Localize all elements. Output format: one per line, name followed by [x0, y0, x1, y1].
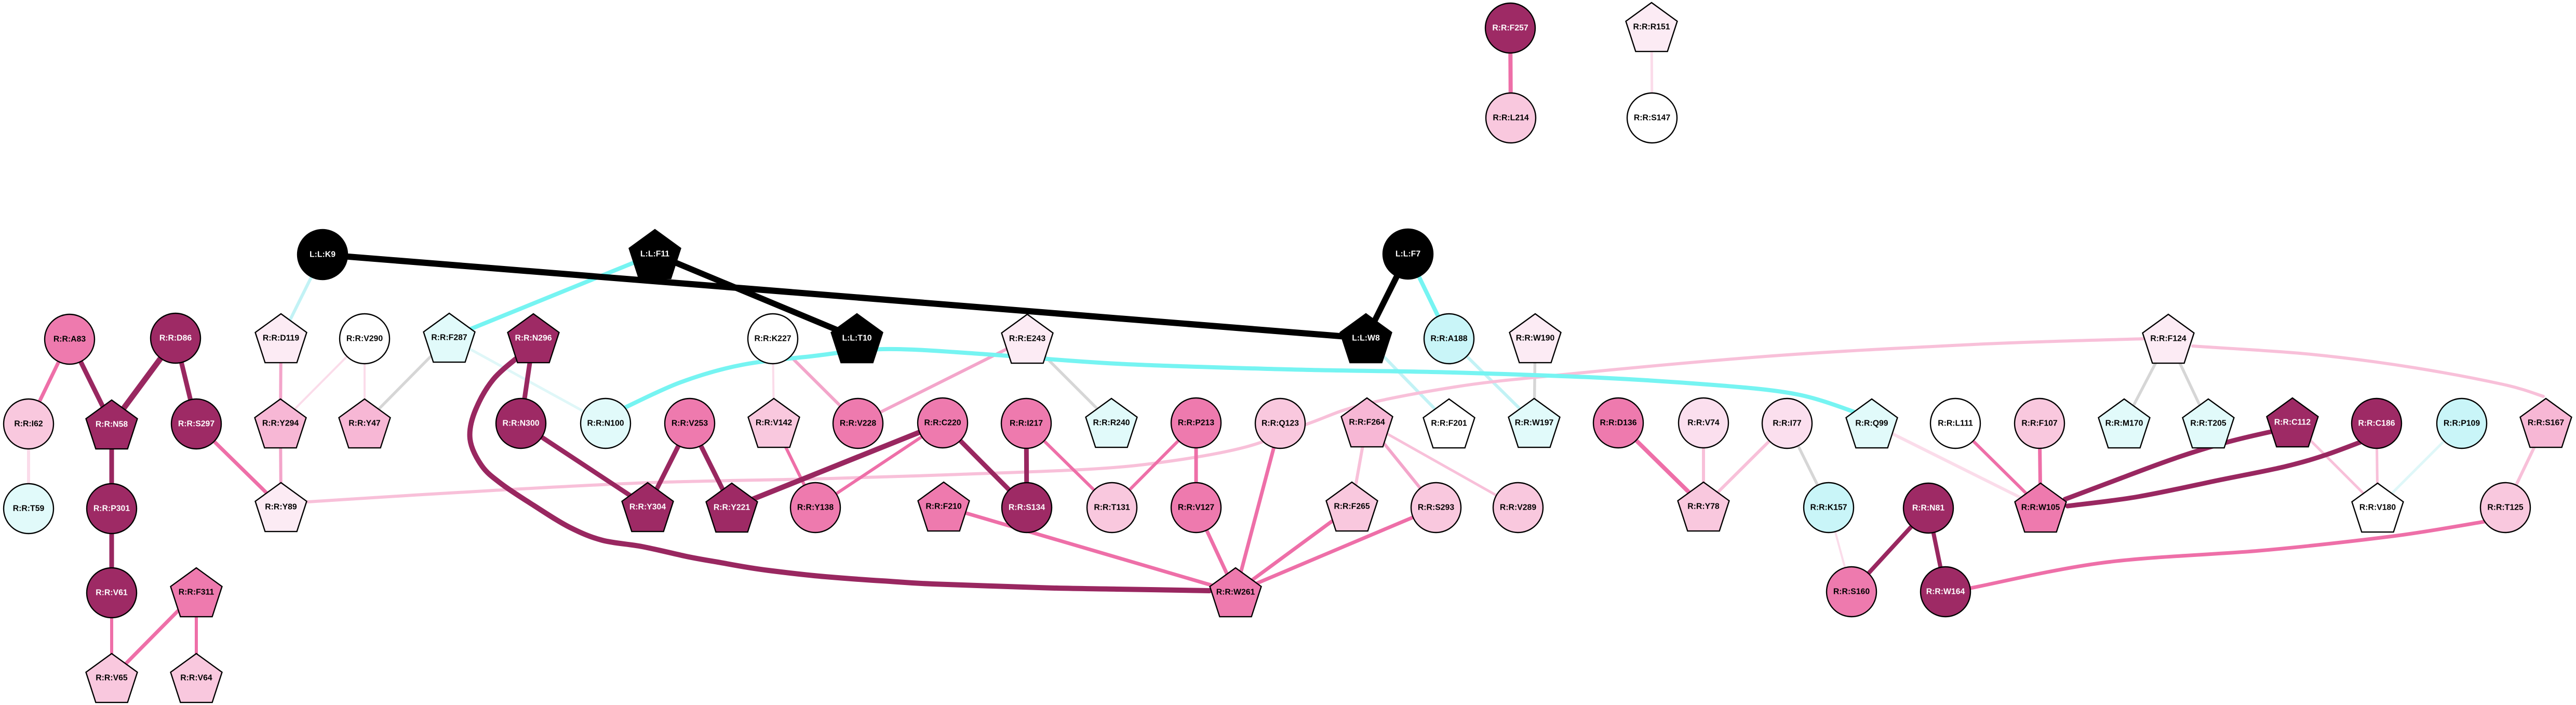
svg-text:R:R:N296: R:R:N296 — [515, 334, 552, 343]
svg-text:R:R:W197: R:R:W197 — [1515, 419, 1554, 428]
svg-text:R:R:W164: R:R:W164 — [1926, 588, 1965, 596]
svg-text:R:R:Y78: R:R:Y78 — [1687, 502, 1720, 511]
svg-text:L:L:T10: L:L:T10 — [842, 334, 871, 343]
svg-text:R:R:V180: R:R:V180 — [2359, 503, 2396, 512]
svg-text:R:R:V228: R:R:V228 — [840, 419, 876, 428]
svg-text:R:R:V74: R:R:V74 — [1687, 419, 1720, 428]
svg-text:R:R:W190: R:R:W190 — [1516, 334, 1555, 343]
svg-text:L:L:K9: L:L:K9 — [310, 250, 336, 259]
svg-text:R:R:S297: R:R:S297 — [178, 420, 214, 429]
svg-text:L:L:F11: L:L:F11 — [640, 250, 669, 259]
svg-text:R:R:V253: R:R:V253 — [672, 419, 708, 428]
svg-text:R:R:I62: R:R:I62 — [14, 420, 43, 429]
svg-text:R:R:Q123: R:R:Q123 — [1262, 419, 1299, 428]
svg-text:R:R:M170: R:R:M170 — [2105, 419, 2143, 428]
svg-text:R:R:D136: R:R:D136 — [1600, 419, 1636, 428]
svg-text:R:R:I217: R:R:I217 — [1010, 419, 1043, 428]
svg-text:R:R:Y221: R:R:Y221 — [714, 503, 750, 512]
svg-text:R:R:V64: R:R:V64 — [180, 674, 212, 683]
svg-text:R:R:P301: R:R:P301 — [93, 504, 130, 513]
svg-text:R:R:F124: R:R:F124 — [2150, 335, 2186, 343]
svg-text:L:L:F7: L:L:F7 — [1396, 250, 1420, 259]
svg-text:R:R:A188: R:R:A188 — [1430, 335, 1467, 343]
svg-text:R:R:S134: R:R:S134 — [1009, 503, 1045, 512]
svg-text:R:R:L111: R:R:L111 — [1938, 419, 1973, 428]
svg-text:R:R:V290: R:R:V290 — [346, 335, 383, 343]
svg-text:R:R:F265: R:R:F265 — [1334, 502, 1370, 511]
svg-text:R:R:D86: R:R:D86 — [159, 334, 192, 343]
svg-text:R:R:T131: R:R:T131 — [1094, 503, 1130, 512]
svg-text:R:R:T59: R:R:T59 — [13, 504, 45, 513]
svg-text:R:R:T205: R:R:T205 — [2190, 419, 2226, 428]
svg-text:R:R:F107: R:R:F107 — [2021, 419, 2058, 428]
svg-text:R:R:K227: R:R:K227 — [754, 335, 791, 343]
svg-text:R:R:F210: R:R:F210 — [925, 502, 962, 511]
svg-text:R:R:N58: R:R:N58 — [96, 420, 128, 429]
svg-text:R:R:R240: R:R:R240 — [1093, 419, 1130, 428]
svg-text:R:R:Y89: R:R:Y89 — [265, 503, 297, 512]
svg-text:R:R:F311: R:R:F311 — [179, 588, 214, 597]
svg-text:R:R:V65: R:R:V65 — [96, 674, 128, 683]
svg-text:R:R:P109: R:R:P109 — [2444, 419, 2480, 428]
svg-text:R:R:A83: R:R:A83 — [53, 335, 86, 344]
svg-text:R:R:W105: R:R:W105 — [2021, 503, 2060, 512]
svg-text:R:R:Y138: R:R:Y138 — [797, 503, 834, 512]
svg-text:R:R:F287: R:R:F287 — [431, 334, 467, 342]
svg-text:R:R:Y304: R:R:Y304 — [629, 503, 666, 512]
svg-text:R:R:I77: R:R:I77 — [1773, 419, 1802, 428]
svg-text:R:R:S160: R:R:S160 — [1833, 588, 1870, 596]
svg-text:R:R:V61: R:R:V61 — [96, 589, 128, 597]
svg-text:R:R:P213: R:R:P213 — [1178, 419, 1214, 428]
svg-text:R:R:F264: R:R:F264 — [1349, 418, 1385, 427]
svg-text:R:R:S167: R:R:S167 — [2528, 419, 2564, 428]
svg-text:R:R:K157: R:R:K157 — [1810, 503, 1847, 512]
svg-text:R:R:C220: R:R:C220 — [924, 419, 961, 428]
svg-text:R:R:R151: R:R:R151 — [1633, 23, 1670, 32]
svg-text:R:R:W261: R:R:W261 — [1216, 588, 1255, 597]
svg-text:R:R:N300: R:R:N300 — [502, 419, 539, 428]
svg-text:R:R:Y47: R:R:Y47 — [348, 419, 381, 428]
svg-text:R:R:F201: R:R:F201 — [1431, 419, 1467, 428]
svg-text:R:R:D119: R:R:D119 — [263, 334, 299, 343]
svg-text:R:R:Y294: R:R:Y294 — [262, 419, 299, 428]
svg-text:R:R:V127: R:R:V127 — [1178, 503, 1214, 512]
svg-text:R:R:L214: R:R:L214 — [1493, 114, 1529, 123]
svg-text:R:R:N100: R:R:N100 — [587, 419, 624, 428]
svg-text:R:R:C112: R:R:C112 — [2274, 418, 2311, 427]
svg-text:R:R:V142: R:R:V142 — [756, 419, 792, 428]
svg-text:R:R:T125: R:R:T125 — [2487, 503, 2524, 512]
svg-text:R:R:F257: R:R:F257 — [1492, 24, 1528, 33]
svg-text:R:R:C186: R:R:C186 — [2358, 419, 2395, 428]
svg-text:R:R:S147: R:R:S147 — [1634, 114, 1670, 123]
svg-text:R:R:V289: R:R:V289 — [1500, 503, 1536, 512]
svg-text:R:R:N81: R:R:N81 — [1912, 504, 1945, 513]
svg-text:R:R:Q99: R:R:Q99 — [1855, 419, 1888, 428]
svg-text:R:R:S293: R:R:S293 — [1418, 503, 1454, 512]
svg-text:R:R:E243: R:R:E243 — [1009, 335, 1045, 343]
svg-text:L:L:W8: L:L:W8 — [1352, 334, 1380, 343]
